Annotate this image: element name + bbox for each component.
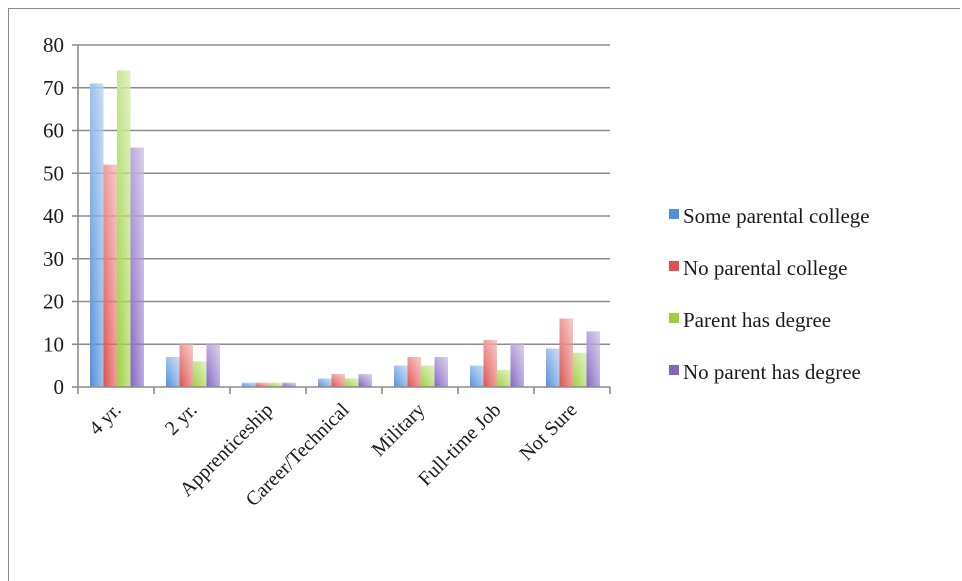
- y-tick-label: 60: [43, 119, 64, 143]
- bar-highlight: [103, 164, 117, 387]
- legend-swatch: [669, 313, 679, 323]
- bar-highlight: [117, 70, 131, 388]
- x-tick-labels: 4 yr. 2 yr.ApprenticeshipCareer/Technical…: [85, 399, 582, 511]
- y-tick-label: 70: [43, 76, 64, 100]
- bar-highlight: [421, 365, 435, 387]
- bar-highlight: [269, 382, 283, 387]
- y-tick-label: 30: [43, 247, 64, 271]
- bar-highlight: [358, 374, 372, 387]
- y-tick-label: 0: [54, 375, 65, 399]
- axes: [72, 44, 611, 394]
- bar-highlight: [166, 357, 180, 387]
- bar-highlight: [586, 331, 600, 387]
- bar-highlight: [559, 318, 573, 387]
- bar-highlight: [206, 344, 220, 387]
- bar-highlight: [193, 361, 207, 387]
- bars: [90, 70, 600, 388]
- bar-highlight: [483, 339, 497, 387]
- x-tick-label: Full-time Job: [414, 399, 505, 490]
- legend-swatch: [669, 365, 679, 375]
- legend-label: No parental college: [683, 256, 847, 280]
- bar-highlight: [242, 382, 256, 387]
- bar-highlight: [282, 382, 296, 387]
- bar-highlight: [394, 365, 408, 387]
- x-tick-label: Not Sure: [515, 399, 581, 465]
- legend-label: Parent has degree: [683, 308, 831, 332]
- bar-highlight: [318, 378, 332, 387]
- chart-frame: [8, 8, 960, 581]
- bar-highlight: [345, 378, 359, 387]
- legend-label: No parent has degree: [683, 360, 861, 384]
- y-tick-label: 10: [43, 332, 64, 356]
- legend: Some parental college No parental college…: [669, 204, 870, 384]
- bar-highlight: [255, 382, 269, 387]
- y-tick-label: 20: [43, 290, 64, 314]
- bar-highlight: [470, 365, 484, 387]
- y-tick-label: 50: [43, 161, 64, 185]
- bar-highlight: [497, 369, 511, 387]
- y-tick-label: 80: [43, 33, 64, 57]
- y-tick-label: 40: [43, 204, 64, 228]
- x-tick-label: 2 yr.: [161, 399, 202, 440]
- bar-highlight: [179, 344, 193, 387]
- gridlines: [78, 44, 610, 346]
- bar-highlight: [573, 352, 587, 387]
- legend-label: Some parental college: [683, 204, 870, 228]
- bar-highlight: [90, 83, 104, 387]
- bar-highlight: [510, 344, 524, 387]
- bar-highlight: [331, 374, 345, 387]
- legend-swatch: [669, 209, 679, 219]
- x-tick-label: Military: [368, 399, 430, 461]
- x-tick-label: 4 yr.: [85, 399, 126, 440]
- bar-highlight: [434, 357, 448, 387]
- bar-highlight: [546, 348, 560, 387]
- bar-highlight: [407, 357, 421, 387]
- bar-highlight: [130, 147, 144, 387]
- y-tick-labels: 0 10 20 30 40 50 60 70 80: [43, 33, 64, 399]
- legend-swatch: [669, 261, 679, 271]
